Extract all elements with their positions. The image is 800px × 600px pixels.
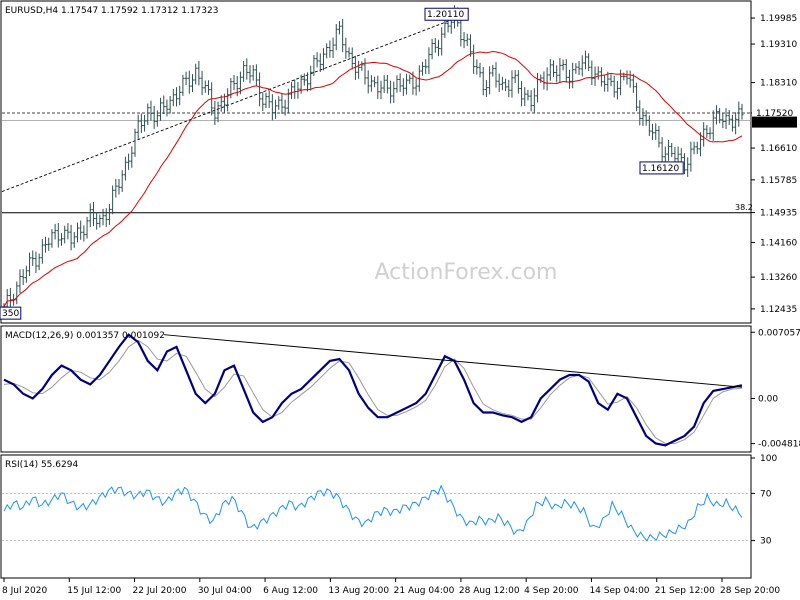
x-tick-label: 4 Sep 20:00 (524, 586, 579, 596)
x-tick-label: 28 Sep 20:00 (720, 586, 780, 596)
price-tick-label: 1.19310 (760, 40, 797, 50)
x-tick-label: 21 Aug 04:00 (394, 586, 455, 596)
x-tick-label: 21 Sep 12:00 (655, 586, 715, 596)
price-tick-label: 1.15785 (760, 176, 797, 186)
price-tick-label: 1.12435 (760, 305, 797, 315)
x-tick-label: 14 Sep 04:00 (589, 586, 649, 596)
annotation-start: 350 (2, 309, 19, 319)
price-header: EURUSD,H4 1.17547 1.17592 1.17312 1.1732… (5, 6, 218, 16)
uptrend-line (1, 12, 470, 193)
macd-signal-line (3, 339, 743, 444)
macd-tick-label: 0.007057 (758, 328, 800, 338)
x-tick-label: 30 Jul 04:00 (198, 586, 252, 596)
current-price-label: 1.17323 (756, 119, 793, 129)
price-layer: 1.20110 1.16120 350 38.2 (0, 5, 753, 320)
macd-tick-label: -0.004818 (758, 440, 800, 450)
price-tick-label: 1.18310 (760, 79, 797, 89)
macd-panel-frame (0, 325, 752, 453)
price-tick-label: 1.19985 (760, 14, 797, 24)
macd-tick-label: 0.00 (758, 394, 778, 404)
rsi-line (3, 484, 743, 542)
macd-trendline (163, 334, 743, 388)
annotation-low-box (639, 161, 684, 175)
x-tick-label: 28 Aug 12:00 (459, 586, 520, 596)
moving-average-line (3, 50, 743, 307)
rsi-tick-label: 100 (760, 454, 777, 464)
x-tick-label: 13 Aug 20:00 (328, 586, 389, 596)
rsi-tick-label: 70 (760, 489, 772, 499)
price-tick-label: 1.13260 (760, 273, 797, 283)
macd-layer (3, 333, 743, 447)
axis-layer: 1.19985 1.19310 1.18310 1.16610 1.15785 1.149… (2, 14, 800, 596)
macd-label: MACD(12,26,9) 0.001357 0.001092 (5, 331, 165, 341)
current-price-label-box (752, 116, 797, 128)
rsi-label: RSI(14) 55.6294 (5, 460, 78, 470)
annotation-low: 1.16120 (642, 164, 679, 174)
macd-main-line (3, 333, 743, 447)
x-tick-label: 8 Jul 2020 (2, 586, 47, 596)
annotation-start-box (0, 306, 22, 320)
rsi-layer (2, 484, 751, 542)
price-tick-label: 1.14160 (760, 238, 797, 248)
annotation-fib: 38.2 (735, 203, 753, 212)
price-tick-label: 1.14935 (760, 209, 797, 219)
x-tick-label: 15 Jul 12:00 (67, 586, 121, 596)
rsi-panel-frame (0, 454, 752, 579)
watermark: ActionForex.com (375, 260, 558, 285)
level-price-label: 1.17520 (756, 109, 793, 119)
x-tick-label: 22 Jul 20:00 (133, 586, 187, 596)
rsi-tick-label: 30 (760, 537, 772, 547)
x-tick-label: 6 Aug 12:00 (263, 586, 318, 596)
annotation-high-box (424, 7, 469, 21)
price-tick-label: 1.16610 (760, 144, 797, 154)
level-price-label-box (752, 107, 797, 119)
annotation-high: 1.20110 (427, 10, 464, 20)
